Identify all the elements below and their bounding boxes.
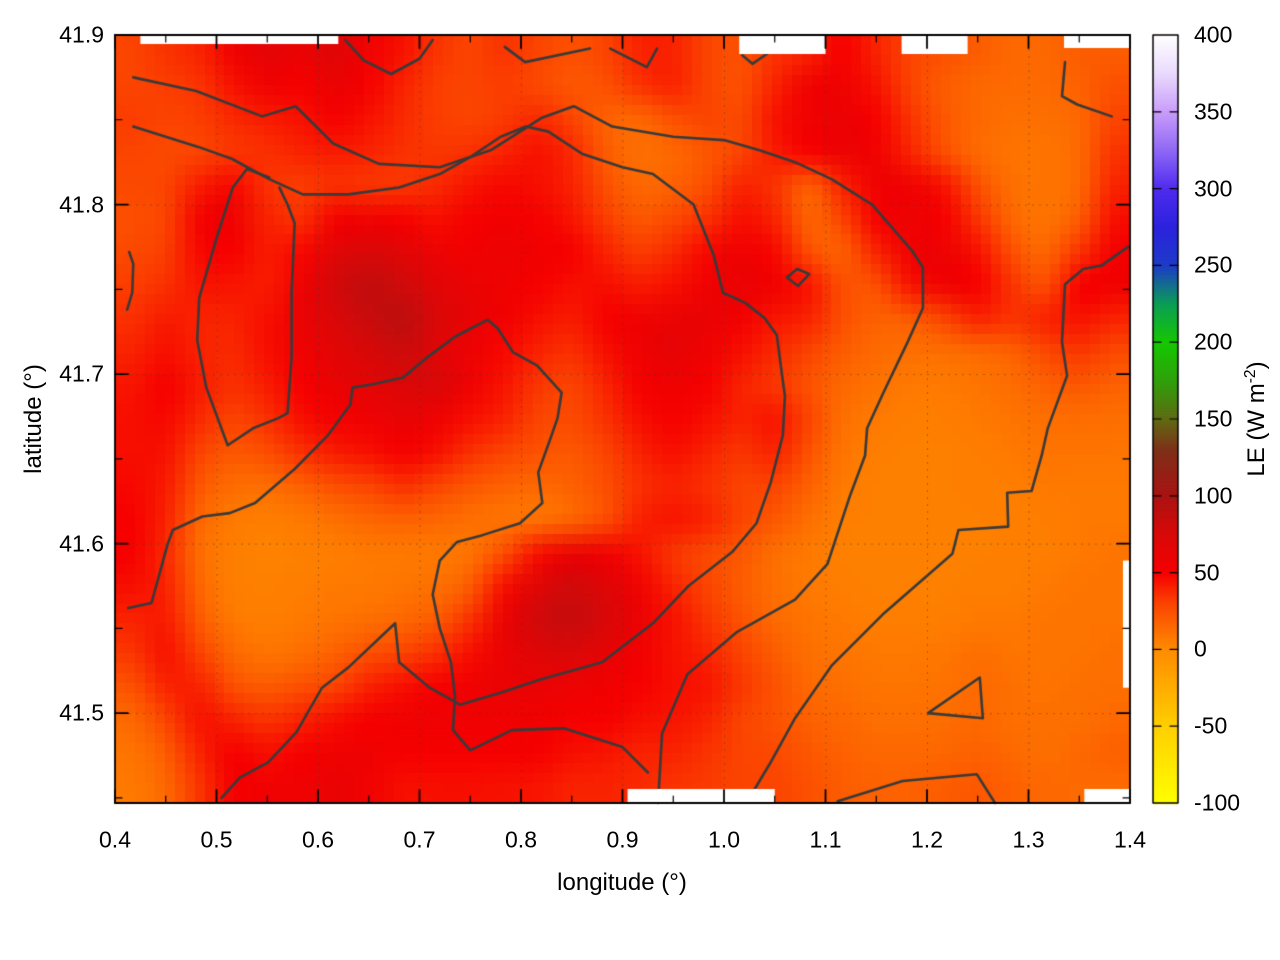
x-axis-title: longitude (°) <box>557 869 687 896</box>
colorbar-tick-label: -100 <box>1194 789 1241 816</box>
y-tick-label: 41.9 <box>59 21 104 48</box>
y-tick-label: 41.6 <box>59 530 104 557</box>
colorbar-tick-label: 50 <box>1194 559 1220 586</box>
colorbar-tick-label: 0 <box>1194 635 1207 662</box>
colorbar-tick-label: 150 <box>1194 405 1233 432</box>
y-axis-title: latitude (°) <box>20 364 47 474</box>
colorbar-tick-label: 300 <box>1194 175 1233 202</box>
colorbar-tick-label: 100 <box>1194 482 1233 509</box>
y-tick-label: 41.5 <box>59 699 104 726</box>
x-tick-label: 1.2 <box>911 826 943 853</box>
x-tick-label: 1.1 <box>809 826 842 853</box>
colorbar-tick-label: 250 <box>1194 251 1233 278</box>
y-tick-label: 41.8 <box>59 191 104 218</box>
x-tick-label: 0.8 <box>505 826 537 853</box>
colorbar-title-text: LE (W m <box>1243 383 1270 477</box>
y-tick-label: 41.7 <box>59 360 104 387</box>
colorbar-title-exponent: -2 <box>1242 369 1259 384</box>
x-tick-label: 1.3 <box>1012 826 1045 853</box>
colorbar-title-close: ) <box>1243 361 1270 370</box>
x-tick-label: 1.4 <box>1114 826 1146 853</box>
colorbar-tick-label: -50 <box>1194 712 1228 739</box>
x-tick-label: 1.0 <box>708 826 740 853</box>
x-tick-label: 0.9 <box>606 826 639 853</box>
x-tick-label: 0.6 <box>302 826 334 853</box>
x-tick-label: 0.5 <box>200 826 233 853</box>
colorbar-tick-label: 200 <box>1194 328 1233 355</box>
colorbar-tick-label: 400 <box>1194 21 1233 48</box>
colorbar-title: LE (W m-2) <box>1239 361 1270 477</box>
colorbar-tick-label: 350 <box>1194 98 1233 125</box>
x-tick-label: 0.7 <box>403 826 436 853</box>
x-tick-label: 0.4 <box>99 826 131 853</box>
